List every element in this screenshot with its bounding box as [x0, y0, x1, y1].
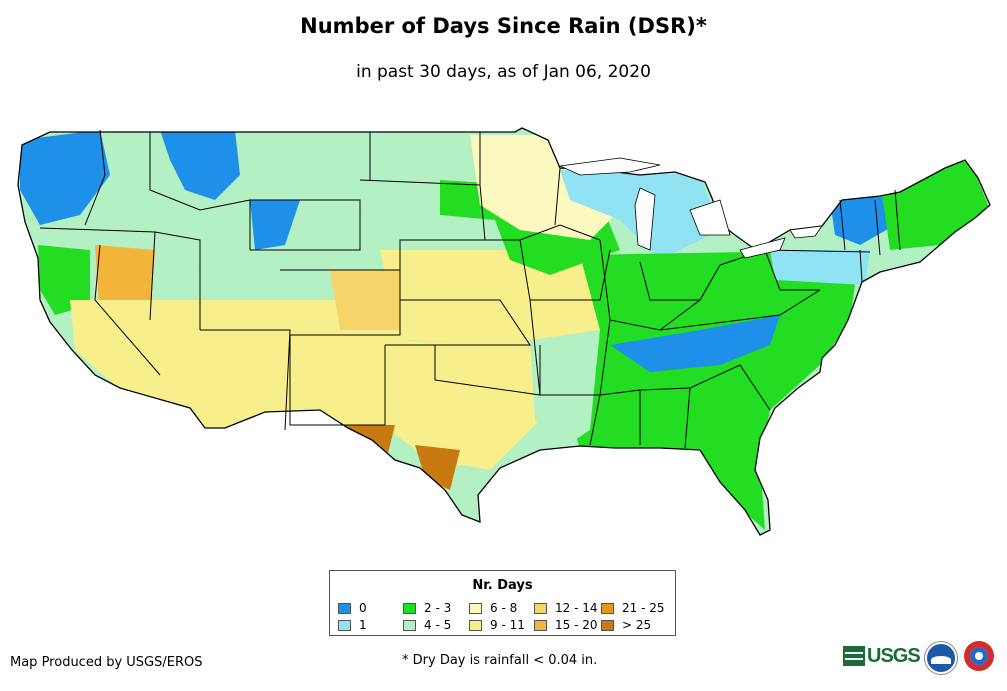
region-plains-yellow — [380, 250, 620, 345]
legend-label-7: 15 - 20 — [555, 618, 598, 632]
usgs-wave-icon — [843, 646, 865, 666]
legend-label-0: 0 — [359, 601, 367, 615]
region-west-texas-orange — [340, 425, 395, 465]
region-south-texas-orange — [415, 445, 460, 490]
map-title: Number of Days Since Rain (DSR)* — [300, 14, 707, 38]
map-credit: Map Produced by USGS/EROS — [10, 655, 203, 670]
legend-label-9: > 25 — [622, 618, 652, 632]
legend-item-8: 21 - 25 — [601, 601, 665, 615]
region-tennessee-blue — [610, 315, 780, 372]
legend-label-1: 1 — [359, 618, 367, 632]
region-east-green — [570, 250, 860, 530]
legend-swatch-3 — [403, 619, 416, 631]
legend-item-3: 4 - 5 — [403, 618, 451, 632]
legend-swatch-8 — [601, 602, 614, 614]
legend-label-4: 6 - 8 — [490, 601, 518, 615]
legend-swatch-9 — [601, 619, 614, 631]
region-wyoming-blue — [250, 200, 300, 250]
legend-item-7: 15 - 20 — [534, 618, 598, 632]
legend-label-3: 4 - 5 — [424, 618, 452, 632]
noaa-logo-icon[interactable] — [925, 642, 957, 674]
region-northwest-blue — [20, 130, 110, 225]
legend: Nr. Days 0 1 2 - 3 4 - 5 6 - 8 9 - 11 12… — [329, 570, 676, 636]
state-borders — [17, 127, 991, 536]
region-west-light-green — [45, 150, 370, 270]
map-subtitle: in past 30 days, as of Jan 06, 2020 — [356, 62, 651, 82]
lakes — [558, 157, 823, 259]
region-california-green — [38, 245, 90, 315]
dsr-regions — [18, 128, 990, 535]
legend-item-1: 1 — [338, 618, 367, 632]
region-idaho-blue — [160, 130, 240, 200]
legend-item-9: > 25 — [601, 618, 651, 632]
legend-swatch-5 — [469, 619, 482, 631]
legend-item-6: 12 - 14 — [534, 601, 598, 615]
nws-logo-icon[interactable] — [964, 641, 994, 671]
usgs-logo[interactable]: USGS — [843, 643, 921, 669]
region-colorado-orange — [330, 270, 400, 330]
legend-swatch-1 — [338, 619, 351, 631]
legend-swatch-6 — [534, 602, 547, 614]
region-pennsylvania-light-blue — [770, 250, 870, 285]
region-louisiana-light-green — [530, 330, 600, 450]
usgs-logo-text: USGS — [867, 644, 921, 667]
legend-item-2: 2 - 3 — [403, 601, 451, 615]
legend-title: Nr. Days — [472, 578, 533, 593]
legend-swatch-7 — [534, 619, 547, 631]
region-texas-yellow — [375, 340, 560, 470]
region-new-england-blue — [830, 196, 895, 245]
legend-swatch-0 — [338, 602, 351, 614]
legend-label-5: 9 - 11 — [490, 618, 525, 632]
legend-label-8: 21 - 25 — [622, 601, 665, 615]
legend-item-0: 0 — [338, 601, 367, 615]
legend-label-2: 2 - 3 — [424, 601, 452, 615]
legend-item-4: 6 - 8 — [469, 601, 517, 615]
legend-swatch-2 — [403, 602, 416, 614]
legend-swatch-4 — [469, 602, 482, 614]
legend-label-6: 12 - 14 — [555, 601, 598, 615]
dry-day-footnote: * Dry Day is rainfall < 0.04 in. — [402, 653, 598, 668]
region-southwest-light-yellow — [70, 300, 420, 430]
legend-item-5: 9 - 11 — [469, 618, 525, 632]
